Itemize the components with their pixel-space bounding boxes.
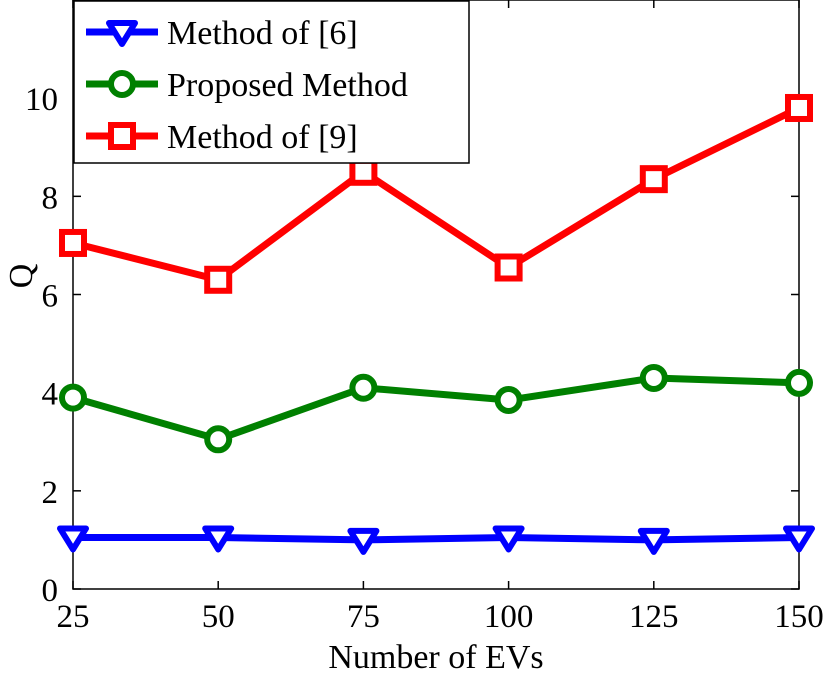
series-line [72,374,800,443]
x-tick-label: 150 [774,599,824,635]
data-point [639,165,668,194]
x-tick-label: 125 [629,599,679,635]
x-axis: 25 50 75 100 125 150 [57,0,824,635]
series-triangle-down [57,525,815,555]
series-square [59,93,813,294]
data-point [202,525,235,553]
data-point [785,368,813,397]
data-point [639,363,668,392]
y-tick-label: 10 [25,82,58,118]
data-point [785,93,813,122]
y-tick-label: 2 [42,475,59,511]
data-point [59,383,87,412]
legend-label: Method of [6] [167,15,358,52]
data-point [347,527,380,555]
legend-label: Proposed Method [167,67,408,104]
x-tick-label: 75 [347,599,380,635]
data-point [349,373,378,402]
y-axis-label: Q [3,264,40,289]
data-point [59,228,87,257]
data-point [204,425,233,454]
series-layer [57,93,815,555]
data-point [492,525,525,553]
x-tick-label: 50 [202,599,235,635]
x-tick-label: 100 [484,599,534,635]
y-tick-label: 0 [42,573,59,609]
data-point [494,253,523,282]
legend-entry: Proposed Method [86,67,408,104]
legend-marker [108,70,136,98]
series-line [72,104,801,284]
data-point [57,525,89,553]
y-tick-label: 6 [42,279,59,315]
data-point [637,527,670,555]
legend-entry: Method of [6] [86,15,358,52]
x-axis-label: Number of EVs [328,639,543,674]
series-circle [59,363,813,454]
legend-label: Method of [9] [167,119,358,156]
x-tick-label: 25 [57,599,90,635]
legend-entry: Method of [9] [86,119,358,156]
legend-marker [108,122,136,150]
data-point [204,265,233,294]
data-point [494,386,523,415]
y-tick-label: 8 [42,180,59,216]
data-point [783,525,815,553]
y-tick-label: 4 [42,377,59,413]
legend: Method of [6] Proposed Method Method of [9… [73,0,470,164]
data-point [349,157,378,186]
legend-marker [106,20,138,47]
series-line [73,533,800,544]
